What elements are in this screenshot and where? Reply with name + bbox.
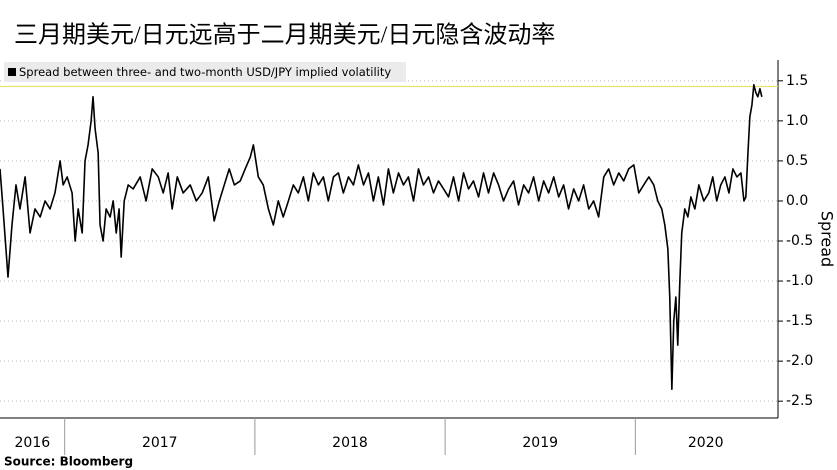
- y-tick-label: 0.0: [786, 193, 808, 209]
- y-tick-label: 1.5: [786, 73, 808, 89]
- legend-label: Spread between three- and two-month USD/…: [19, 65, 391, 79]
- x-tick-label: 2017: [142, 435, 178, 451]
- data-line: [0, 84, 763, 390]
- y-tick-label: 1.0: [786, 113, 808, 129]
- y-tick-label: -1.0: [786, 273, 813, 289]
- chart-title: 三月期美元/日元远高于二月期美元/日元隐含波动率: [14, 22, 555, 49]
- y-tick-label: 0.5: [786, 153, 808, 169]
- y-tick-label: -2.5: [786, 393, 813, 409]
- legend-marker: [8, 68, 16, 76]
- y-tick-label: -0.5: [786, 233, 813, 249]
- x-tick-label: 2018: [332, 435, 368, 451]
- legend-box: [4, 62, 406, 82]
- y-tick-label: -1.5: [786, 313, 813, 329]
- x-tick-label: 2020: [688, 435, 724, 451]
- x-tick-label: 2016: [15, 435, 51, 451]
- y-axis-label: Spread: [818, 211, 837, 267]
- y-tick-label: -2.0: [786, 353, 813, 369]
- x-tick-label: 2019: [522, 435, 558, 451]
- source: Source: Bloomberg: [4, 455, 133, 469]
